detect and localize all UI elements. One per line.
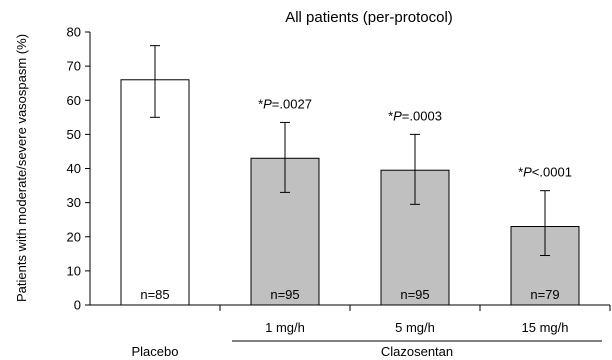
bar-n-label: n=79 (530, 287, 559, 302)
y-tick-label: 30 (67, 195, 81, 210)
y-tick-label: 20 (67, 229, 81, 244)
bar-n-label: n=85 (140, 287, 169, 302)
x-category-label: 1 mg/h (265, 320, 305, 335)
p-value-label: *P<.0001 (518, 165, 572, 180)
x-category-label: 5 mg/h (395, 320, 435, 335)
chart-title: All patients (per-protocol) (285, 9, 453, 26)
y-tick-label: 80 (67, 25, 81, 40)
y-tick-label: 0 (74, 298, 81, 313)
x-category-label: 15 mg/h (522, 320, 569, 335)
y-tick-label: 60 (67, 93, 81, 108)
x-category-label: Placebo (132, 344, 179, 359)
y-tick-label: 70 (67, 59, 81, 74)
y-axis-label: Patients with moderate/severe vasospasm … (14, 34, 29, 302)
p-value-label: *P=.0027 (258, 96, 312, 111)
y-tick-label: 50 (67, 127, 81, 142)
plot-area: 0 10 20 30 40 50 60 70 80 n=85 Placebo n=95 *P=.0027… (67, 25, 611, 359)
p-value-label: *P=.0003 (388, 108, 442, 123)
y-tick-label: 10 (67, 263, 81, 278)
group-label: Clazosentan (381, 344, 453, 359)
bar-n-label: n=95 (270, 287, 299, 302)
y-tick-label: 40 (67, 161, 81, 176)
bar-n-label: n=95 (400, 287, 429, 302)
